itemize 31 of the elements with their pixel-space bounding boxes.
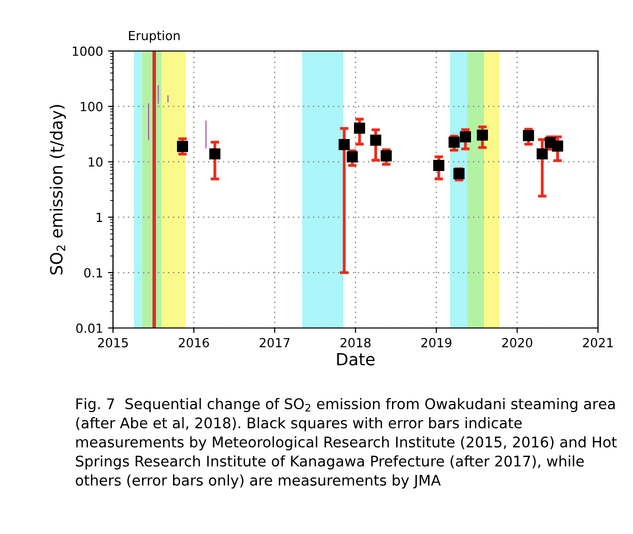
ref-line-label: Eruption (129, 30, 180, 43)
point (338, 138, 350, 150)
point (209, 148, 220, 160)
x-tick-label: 2019 (421, 338, 452, 348)
x-tick-label: 2020 (502, 338, 532, 348)
y-axis-title: SO$_{2}$ emission (t/day) (50, 104, 66, 274)
point (354, 122, 366, 134)
point (460, 131, 471, 142)
point (536, 148, 548, 160)
x-tick-label: 2018 (340, 338, 371, 348)
x-tick-label: 2021 (583, 338, 613, 348)
point (448, 136, 460, 148)
point (552, 140, 564, 152)
x-tick-label: 2015 (98, 338, 128, 348)
y-tick-label: 1 (96, 212, 102, 222)
point (380, 150, 392, 162)
y-tick-label: 100 (80, 102, 102, 112)
y-tick-label: 1000 (72, 46, 102, 56)
x-tick-label: 2017 (260, 338, 290, 348)
caption: Fig. 7 Sequential change of SO$_{2}$ emission from Owakudani steaming area (after Abe et al, 2018). Black squares with error bars indicate measurements by Meteorological Research Institute (2015, 2016) and Hot Springs Research Institute of Kanagawa Prefecture (after 2017), while others (error bars only) are measurements by JMA (76, 398, 617, 489)
y-tick-label: 10 (88, 157, 102, 167)
point (522, 130, 534, 142)
point (370, 134, 382, 146)
y-tick-label: 0.01 (76, 323, 102, 333)
point (476, 130, 488, 141)
point (176, 140, 188, 152)
y-tick-label: 0.1 (84, 268, 102, 278)
point (433, 160, 444, 171)
x-axis-title: Date (337, 353, 375, 366)
point (346, 151, 358, 162)
x-tick-label: 2016 (178, 338, 209, 348)
